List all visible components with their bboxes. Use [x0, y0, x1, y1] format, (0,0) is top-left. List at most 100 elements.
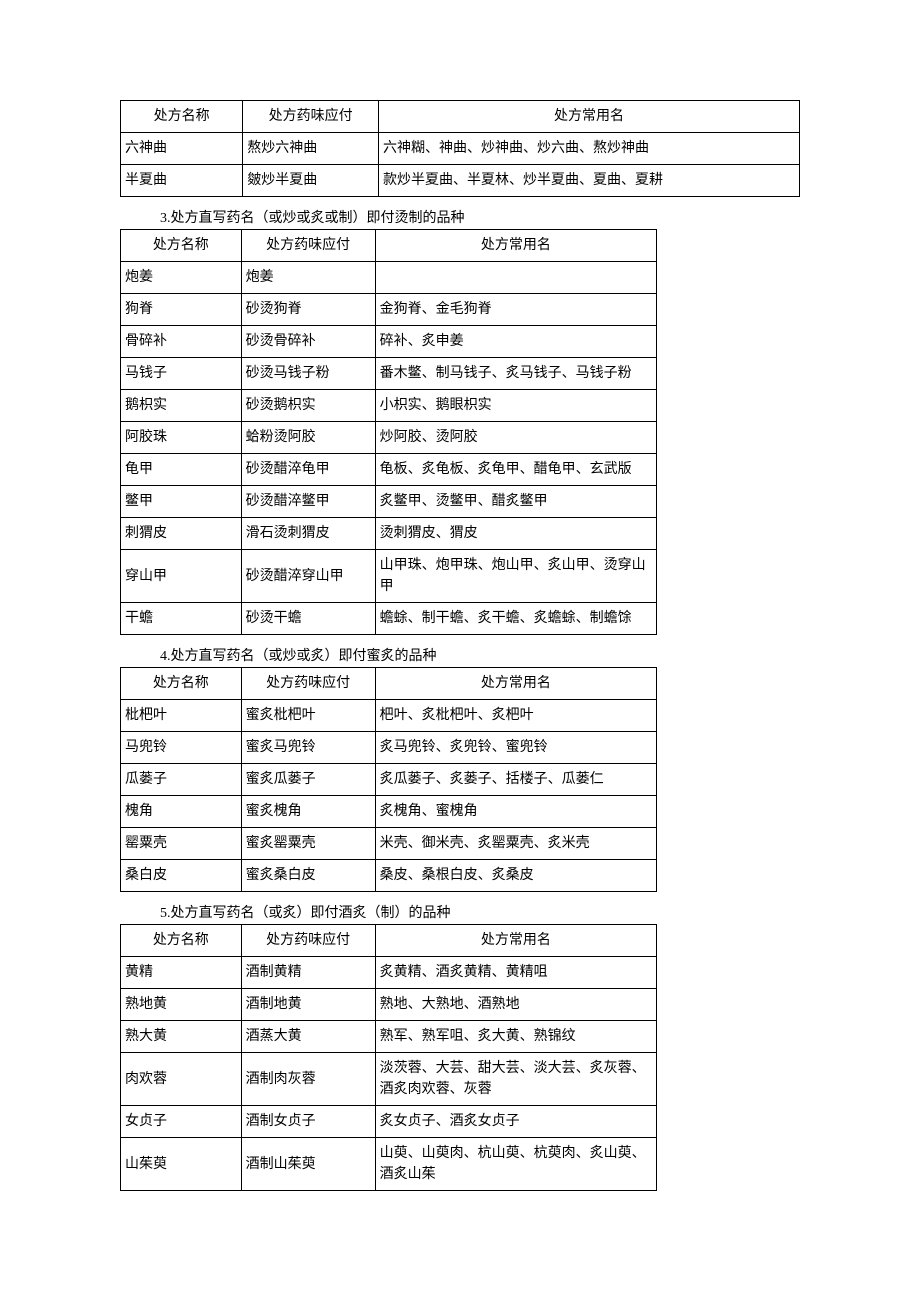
table-cell: 酒制女贞子: [241, 1106, 375, 1138]
table-cell: 砂烫醋淬龟甲: [241, 454, 375, 486]
table-cell: 六神曲: [121, 133, 243, 165]
table-cell: 砂烫马钱子粉: [241, 358, 375, 390]
table-cell: 砂烫狗脊: [241, 294, 375, 326]
table-cell: 山萸、山萸肉、杭山萸、杭萸肉、炙山萸、酒炙山茱: [375, 1138, 657, 1191]
table-row: 瓜蒌子蜜炙瓜蒌子炙瓜蒌子、炙蒌子、括楼子、瓜蒌仁: [121, 764, 657, 796]
section-title: 5.处方直写药名（或炙）即付酒炙（制）的品种: [160, 902, 800, 922]
table-cell: 枇杷叶: [121, 700, 242, 732]
table-header-cell: 处方名称: [121, 925, 242, 957]
table-cell: 蜜炙瓜蒌子: [241, 764, 375, 796]
table-cell: 炙马兜铃、炙兜铃、蜜兜铃: [375, 732, 657, 764]
table-header-row: 处方名称处方药味应付处方常用名: [121, 230, 657, 262]
table-row: 骨碎补砂烫骨碎补碎补、炙申姜: [121, 326, 657, 358]
table-cell: 杷叶、炙枇杷叶、炙杷叶: [375, 700, 657, 732]
table-row: 山茱萸酒制山茱萸山萸、山萸肉、杭山萸、杭萸肉、炙山萸、酒炙山茱: [121, 1138, 657, 1191]
table-cell: 马钱子: [121, 358, 242, 390]
table-cell: 炙槐角、蜜槐角: [375, 796, 657, 828]
table-row: 槐角蜜炙槐角炙槐角、蜜槐角: [121, 796, 657, 828]
table-row: 龟甲砂烫醋淬龟甲龟板、炙龟板、炙龟甲、醋龟甲、玄武版: [121, 454, 657, 486]
table-cell: 砂烫鹅枳实: [241, 390, 375, 422]
table-row: 女贞子酒制女贞子炙女贞子、酒炙女贞子: [121, 1106, 657, 1138]
table-cell: 蛤粉烫阿胶: [241, 422, 375, 454]
table-cell: 山茱萸: [121, 1138, 242, 1191]
table-cell: 阿胶珠: [121, 422, 242, 454]
table-cell: 炙黄精、酒炙黄精、黄精咀: [375, 957, 657, 989]
table-cell: 槐角: [121, 796, 242, 828]
table-row: 马钱子砂烫马钱子粉番木鳖、制马钱子、炙马钱子、马钱子粉: [121, 358, 657, 390]
table-header-row: 处方名称处方药味应付处方常用名: [121, 925, 657, 957]
table-row: 刺猬皮滑石烫刺猬皮烫刺猬皮、猬皮: [121, 518, 657, 550]
table-cell: 酒制黄精: [241, 957, 375, 989]
table-cell: 龟板、炙龟板、炙龟甲、醋龟甲、玄武版: [375, 454, 657, 486]
table-header-cell: 处方药味应付: [243, 101, 379, 133]
table-cell: 鹅枳实: [121, 390, 242, 422]
table-row: 半夏曲皴炒半夏曲款炒半夏曲、半夏林、炒半夏曲、夏曲、夏耕: [121, 165, 800, 197]
table-cell: 砂烫干蟾: [241, 603, 375, 635]
table-cell: 酒制地黄: [241, 989, 375, 1021]
table-cell: 半夏曲: [121, 165, 243, 197]
section-title: 4.处方直写药名（或炒或炙）即付蜜炙的品种: [160, 645, 800, 665]
table-cell: 蜜炙枇杷叶: [241, 700, 375, 732]
table-cell: 皴炒半夏曲: [243, 165, 379, 197]
table-cell: 番木鳖、制马钱子、炙马钱子、马钱子粉: [375, 358, 657, 390]
table-cell: [375, 262, 657, 294]
table-cell: 酒制肉灰蓉: [241, 1053, 375, 1106]
table-header-cell: 处方药味应付: [241, 925, 375, 957]
table-header-cell: 处方常用名: [379, 101, 800, 133]
table-row: 六神曲熬炒六神曲六神糊、神曲、炒神曲、炒六曲、熬炒神曲: [121, 133, 800, 165]
table-row: 罂粟壳蜜炙罂粟壳米壳、御米壳、炙罂粟壳、炙米壳: [121, 828, 657, 860]
table-cell: 蜜炙桑白皮: [241, 860, 375, 892]
table-row: 炮姜炮姜: [121, 262, 657, 294]
table-row: 鳖甲砂烫醋淬鳖甲炙鳖甲、烫鳖甲、醋炙鳖甲: [121, 486, 657, 518]
table-row: 熟地黄酒制地黄熟地、大熟地、酒熟地: [121, 989, 657, 1021]
table-cell: 黄精: [121, 957, 242, 989]
table-cell: 瓜蒌子: [121, 764, 242, 796]
table-cell: 狗脊: [121, 294, 242, 326]
table-cell: 六神糊、神曲、炒神曲、炒六曲、熬炒神曲: [379, 133, 800, 165]
table-cell: 马兜铃: [121, 732, 242, 764]
table-cell: 熟地黄: [121, 989, 242, 1021]
table-header-cell: 处方常用名: [375, 230, 657, 262]
table-header-cell: 处方药味应付: [241, 668, 375, 700]
table-cell: 骨碎补: [121, 326, 242, 358]
table-cell: 炙女贞子、酒炙女贞子: [375, 1106, 657, 1138]
table-cell: 熟地、大熟地、酒熟地: [375, 989, 657, 1021]
table-row: 熟大黄酒蒸大黄熟军、熟军咀、炙大黄、熟锦纹: [121, 1021, 657, 1053]
table-cell: 刺猬皮: [121, 518, 242, 550]
table-cell: 酒制山茱萸: [241, 1138, 375, 1191]
table-header-row: 处方名称处方药味应付处方常用名: [121, 101, 800, 133]
table-cell: 米壳、御米壳、炙罂粟壳、炙米壳: [375, 828, 657, 860]
table-cell: 炙瓜蒌子、炙蒌子、括楼子、瓜蒌仁: [375, 764, 657, 796]
table-row: 马兜铃蜜炙马兜铃炙马兜铃、炙兜铃、蜜兜铃: [121, 732, 657, 764]
table-cell: 蜜炙罂粟壳: [241, 828, 375, 860]
table-cell: 穿山甲: [121, 550, 242, 603]
data-table: 处方名称处方药味应付处方常用名枇杷叶蜜炙枇杷叶杷叶、炙枇杷叶、炙杷叶马兜铃蜜炙马…: [120, 667, 657, 892]
table-header-cell: 处方常用名: [375, 925, 657, 957]
table-row: 干蟾砂烫干蟾蟾蜍、制干蟾、炙干蟾、炙蟾蜍、制蟾馀: [121, 603, 657, 635]
table-cell: 干蟾: [121, 603, 242, 635]
section-title: 3.处方直写药名（或炒或炙或制）即付烫制的品种: [160, 207, 800, 227]
table-cell: 蟾蜍、制干蟾、炙干蟾、炙蟾蜍、制蟾馀: [375, 603, 657, 635]
table-cell: 小枳实、鹅眼枳实: [375, 390, 657, 422]
table-row: 鹅枳实砂烫鹅枳实小枳实、鹅眼枳实: [121, 390, 657, 422]
table-header-row: 处方名称处方药味应付处方常用名: [121, 668, 657, 700]
table-cell: 龟甲: [121, 454, 242, 486]
table-cell: 砂烫醋淬鳖甲: [241, 486, 375, 518]
table-cell: 桑白皮: [121, 860, 242, 892]
table-row: 黄精酒制黄精炙黄精、酒炙黄精、黄精咀: [121, 957, 657, 989]
table-row: 肉欢蓉酒制肉灰蓉淡茨蓉、大芸、甜大芸、淡大芸、炙灰蓉、酒炙肉欢蓉、灰蓉: [121, 1053, 657, 1106]
table-cell: 烫刺猬皮、猬皮: [375, 518, 657, 550]
table-row: 阿胶珠蛤粉烫阿胶炒阿胶、烫阿胶: [121, 422, 657, 454]
table-cell: 款炒半夏曲、半夏林、炒半夏曲、夏曲、夏耕: [379, 165, 800, 197]
data-table: 处方名称处方药味应付处方常用名炮姜炮姜狗脊砂烫狗脊金狗脊、金毛狗脊骨碎补砂烫骨碎…: [120, 229, 657, 635]
table-cell: 熟军、熟军咀、炙大黄、熟锦纹: [375, 1021, 657, 1053]
table-cell: 山甲珠、炮甲珠、炮山甲、炙山甲、烫穿山甲: [375, 550, 657, 603]
table-header-cell: 处方名称: [121, 101, 243, 133]
table-cell: 熟大黄: [121, 1021, 242, 1053]
table-header-cell: 处方常用名: [375, 668, 657, 700]
table-cell: 肉欢蓉: [121, 1053, 242, 1106]
table-cell: 砂烫醋淬穿山甲: [241, 550, 375, 603]
table-cell: 炮姜: [241, 262, 375, 294]
data-table: 处方名称处方药味应付处方常用名六神曲熬炒六神曲六神糊、神曲、炒神曲、炒六曲、熬炒…: [120, 100, 800, 197]
table-header-cell: 处方名称: [121, 230, 242, 262]
